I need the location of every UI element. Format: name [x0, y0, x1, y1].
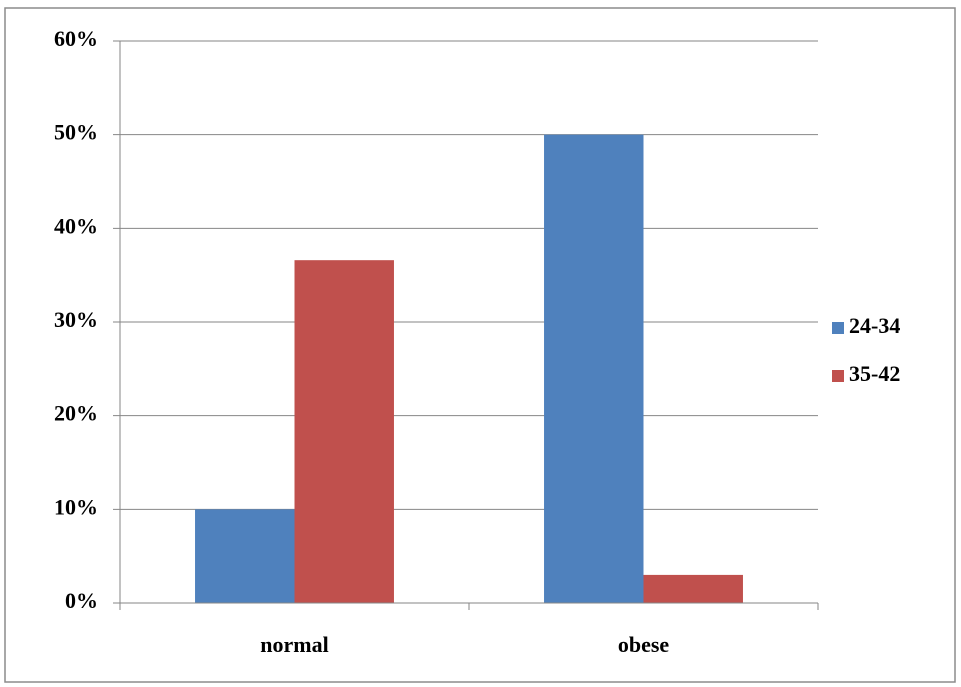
x-tick-label: normal [260, 632, 328, 657]
legend-swatch [832, 322, 844, 334]
y-tick-label: 50% [54, 120, 98, 145]
chart-frame [4, 7, 956, 683]
bar [544, 134, 644, 603]
legend-swatch [832, 370, 844, 382]
bar [643, 574, 743, 603]
y-tick-label: 0% [65, 588, 98, 613]
y-tick-label: 40% [54, 213, 98, 238]
bar [294, 260, 394, 603]
bar [195, 509, 295, 603]
legend-label: 24-34 [849, 313, 900, 338]
y-tick-label: 60% [54, 26, 98, 51]
y-tick-label: 20% [54, 401, 98, 426]
legend-label: 35-42 [849, 361, 900, 386]
y-tick-label: 30% [54, 307, 98, 332]
x-tick-label: obese [618, 632, 670, 657]
y-tick-label: 10% [54, 494, 98, 519]
